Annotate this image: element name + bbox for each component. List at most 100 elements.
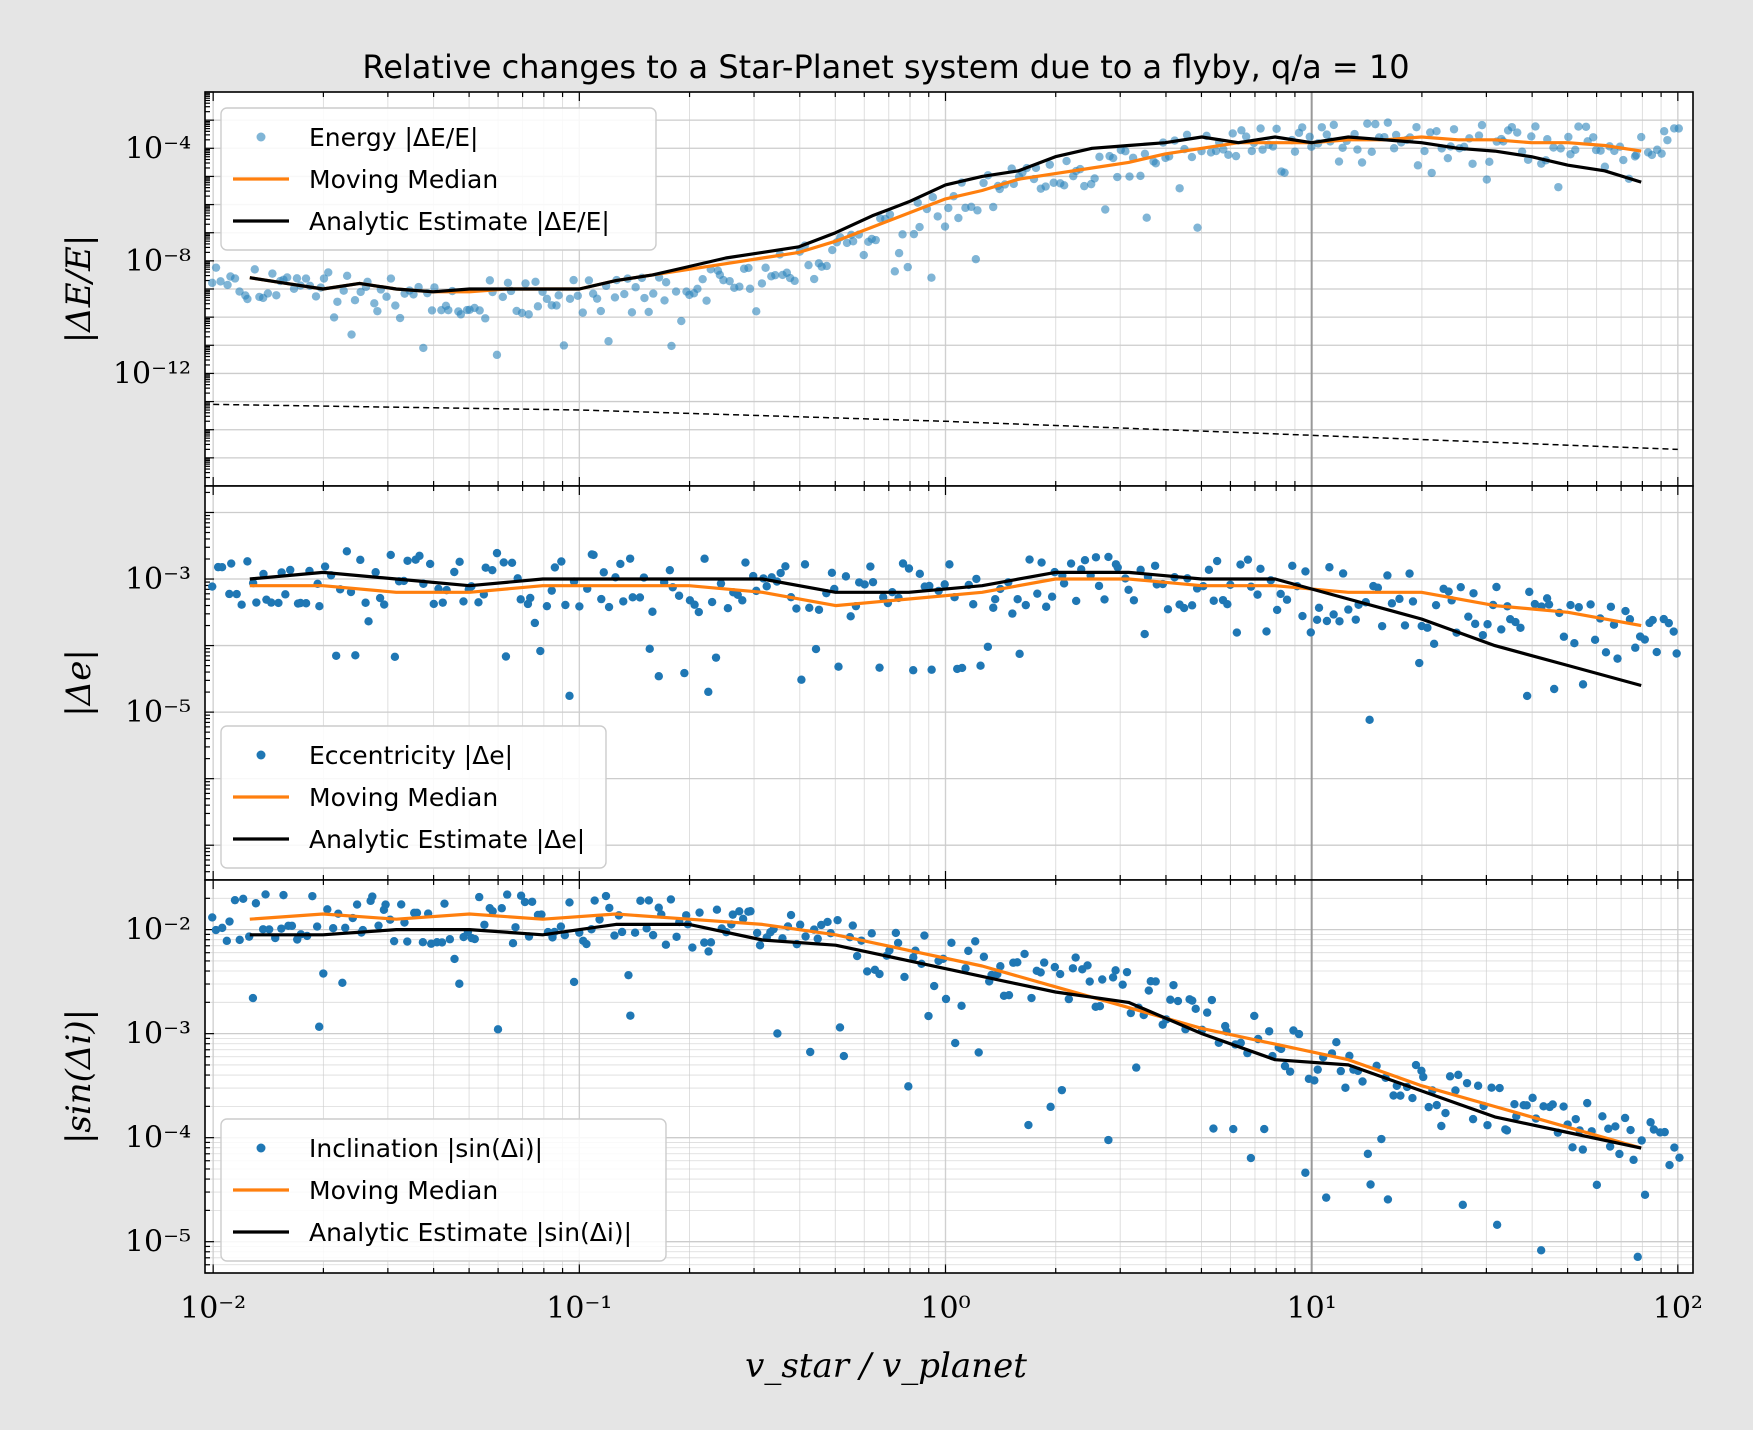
data-point <box>1377 1134 1386 1144</box>
data-point <box>1046 1102 1055 1112</box>
data-point <box>1674 124 1683 133</box>
data-point <box>1228 129 1237 138</box>
data-point <box>1566 600 1575 610</box>
data-point <box>1037 558 1046 567</box>
data-point <box>356 287 365 297</box>
data-point <box>225 917 234 926</box>
data-point <box>700 938 709 947</box>
data-point <box>1166 995 1175 1004</box>
data-point <box>1396 1091 1405 1100</box>
data-point <box>1071 596 1081 606</box>
legend: Inclination |sin(Δi)| Moving Median Analyt… <box>220 1118 667 1262</box>
data-point <box>1383 1195 1393 1204</box>
data-point <box>1363 1149 1373 1159</box>
data-point <box>605 903 614 913</box>
y-tick-label: 10⁻¹² <box>113 356 191 391</box>
data-point <box>915 569 925 579</box>
data-point <box>382 292 391 301</box>
data-point <box>1125 172 1134 181</box>
data-point <box>957 663 967 673</box>
data-point <box>1419 1072 1428 1082</box>
data-point <box>1492 1220 1502 1230</box>
data-point <box>1648 615 1657 625</box>
data-point <box>361 598 370 607</box>
data-point <box>700 554 709 563</box>
data-point <box>1062 156 1071 166</box>
data-point <box>1426 128 1435 137</box>
data-point <box>891 928 901 938</box>
plot-content <box>208 547 1681 725</box>
data-point <box>885 210 895 219</box>
data-point <box>267 598 276 607</box>
data-point <box>391 301 400 310</box>
data-point <box>1237 126 1246 135</box>
data-point <box>314 1022 324 1031</box>
data-point <box>1050 962 1060 972</box>
data-point <box>900 972 909 982</box>
data-point <box>1536 1246 1546 1255</box>
data-point <box>1100 595 1109 604</box>
data-point <box>492 350 502 360</box>
data-point <box>418 938 428 947</box>
data-point <box>800 560 810 569</box>
data-point <box>590 896 599 905</box>
data-point <box>813 934 822 943</box>
legend-marker <box>256 750 266 760</box>
data-point <box>649 289 658 298</box>
data-point <box>599 568 608 577</box>
data-point <box>217 563 227 572</box>
data-point <box>425 559 435 569</box>
data-point <box>1574 603 1583 612</box>
data-point <box>972 574 981 584</box>
data-point <box>660 296 669 305</box>
data-point <box>222 936 232 946</box>
data-point <box>989 603 998 612</box>
data-point <box>1262 627 1271 636</box>
data-point <box>694 607 704 617</box>
data-point <box>1202 1008 1212 1017</box>
data-point <box>1405 569 1414 578</box>
data-point <box>1280 1061 1290 1071</box>
data-point <box>875 663 884 672</box>
data-point <box>1036 968 1045 977</box>
data-point <box>536 646 545 656</box>
data-point <box>311 292 321 301</box>
data-point <box>1108 153 1118 163</box>
data-point <box>1015 649 1024 659</box>
data-point <box>1229 1124 1238 1134</box>
data-point <box>274 598 283 608</box>
data-point <box>971 937 980 946</box>
data-point <box>707 597 717 607</box>
data-point <box>1367 147 1376 156</box>
data-point <box>1411 1060 1421 1070</box>
data-point <box>438 598 447 607</box>
data-point <box>776 568 785 578</box>
data-point <box>584 276 594 285</box>
data-point <box>940 580 949 589</box>
data-point <box>1314 603 1324 612</box>
data-point <box>805 603 814 613</box>
data-point <box>1357 158 1367 167</box>
data-point <box>757 279 767 288</box>
data-point <box>308 891 317 901</box>
data-point <box>771 270 780 280</box>
data-point <box>208 278 217 288</box>
data-point <box>1059 579 1069 588</box>
data-point <box>733 590 742 599</box>
data-point <box>281 590 290 599</box>
data-point <box>225 589 234 599</box>
data-point <box>1121 147 1130 156</box>
data-point <box>1193 223 1202 232</box>
data-point <box>1151 977 1160 986</box>
data-point <box>1568 1143 1577 1152</box>
moving-median-line <box>249 912 1642 1150</box>
data-point <box>440 899 449 908</box>
data-point <box>752 307 761 316</box>
data-point <box>565 691 574 701</box>
data-point <box>1008 609 1017 618</box>
data-point <box>258 925 268 934</box>
data-point <box>1285 1067 1295 1076</box>
data-point <box>961 964 970 973</box>
data-point <box>243 557 252 566</box>
data-point <box>1458 1200 1467 1210</box>
